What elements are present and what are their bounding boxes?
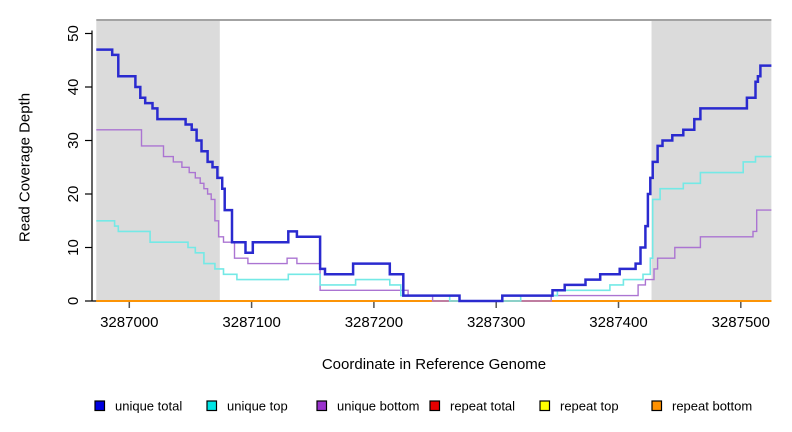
- series-unique-total-line: [96, 48, 772, 303]
- x-tick-label: 3287400: [589, 314, 647, 331]
- legend-key-unique-total: [94, 400, 106, 412]
- y-tick-label: 30: [65, 132, 82, 149]
- x-tick-label: 3287200: [345, 314, 403, 331]
- x-axis-title: Coordinate in Reference Genome: [321, 356, 547, 373]
- x-tick-label: 3287300: [467, 314, 525, 331]
- y-tick-label: 50: [65, 25, 82, 42]
- x-tick-label: 3287500: [712, 314, 770, 331]
- shaded-region-left: [96, 21, 220, 301]
- y-tick-label: 40: [65, 79, 82, 96]
- x-tick-label: 3287100: [222, 314, 280, 331]
- legend-key-unique-bottom: [316, 400, 328, 412]
- legend-label-repeat-total: repeat total: [450, 399, 515, 414]
- series-unique-top-line: [96, 155, 772, 302]
- legend-label-unique-bottom: unique bottom: [337, 399, 419, 414]
- y-tick-label: 0: [65, 297, 82, 305]
- legend-key-repeat-total: [429, 400, 441, 412]
- y-axis-title: Read Coverage Depth: [16, 92, 34, 243]
- series-unique-bottom-line: [96, 129, 772, 302]
- y-tick-label: 10: [65, 239, 82, 256]
- shaded-region-right: [651, 21, 772, 301]
- y-tick-label: 20: [65, 186, 82, 203]
- legend-key-repeat-bottom: [651, 400, 663, 412]
- legend-key-unique-top: [206, 400, 218, 412]
- legend-label-unique-top: unique top: [227, 399, 288, 414]
- x-tick-label: 3287000: [100, 314, 158, 331]
- legend-label-repeat-top: repeat top: [560, 399, 619, 414]
- legend-label-repeat-bottom: repeat bottom: [672, 399, 752, 414]
- legend-label-unique-total: unique total: [115, 399, 182, 414]
- legend-key-repeat-top: [539, 400, 551, 412]
